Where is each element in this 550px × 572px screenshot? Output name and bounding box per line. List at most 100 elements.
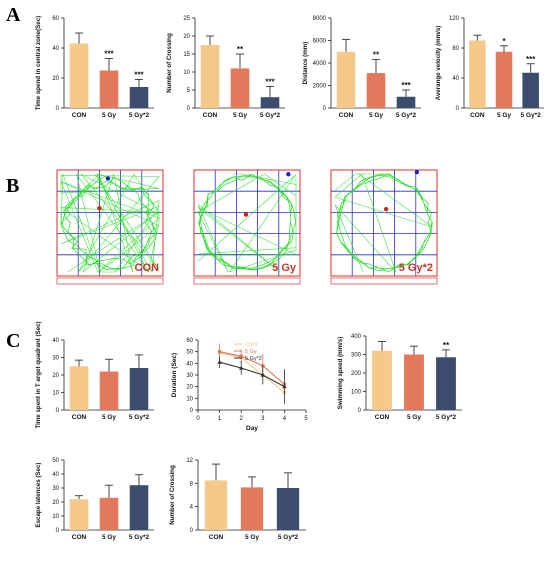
significance-label: ** <box>237 45 244 54</box>
x-tick-label: CON <box>209 534 224 541</box>
bar-chart-2: 0 2000 4000 6000 8000 CON 5 Gy ** 5 Gy*2 *** Dista… <box>302 16 421 119</box>
data-point <box>217 359 222 364</box>
x-tick-label: 2 <box>240 416 244 422</box>
x-tick-label: 4 <box>283 416 287 422</box>
y-tick-label: 400 <box>351 334 362 340</box>
y-tick-label: 10 <box>52 391 59 397</box>
arena-frame <box>330 169 438 277</box>
x-tick-label: CON <box>339 112 354 119</box>
track-plot-2: 5 Gy*2 <box>330 169 438 285</box>
bar-1 <box>99 371 119 410</box>
bar-1 <box>99 70 119 108</box>
y-tick-label: 40 <box>52 46 59 52</box>
bar-2 <box>129 485 149 530</box>
y-tick-label: 8000 <box>313 16 327 22</box>
panel-label-b: B <box>6 175 19 197</box>
legend-label: 5 Gy <box>245 349 257 355</box>
y-tick-label: 15 <box>183 52 190 58</box>
arena-base <box>56 277 164 285</box>
bar-1 <box>366 73 386 108</box>
x-tick-label: CON <box>470 112 485 119</box>
y-tick-label: 300 <box>351 353 362 359</box>
bar-0 <box>204 480 228 530</box>
x-tick-label: 5 Gy <box>369 112 383 119</box>
bar-1 <box>495 51 513 108</box>
y-tick-label: 120 <box>449 16 460 22</box>
x-tick-label: 5 Gy <box>407 414 421 421</box>
y-axis-label: Number of Crossing <box>169 465 176 525</box>
y-tick-label: 6000 <box>313 39 327 45</box>
bar-2 <box>396 96 416 108</box>
y-tick-label: 0 <box>323 106 327 112</box>
bar-1 <box>404 354 424 410</box>
end-dot <box>383 207 389 212</box>
bar-2 <box>436 357 456 410</box>
bar-0 <box>336 51 356 108</box>
y-axis-label: Duration (Sec) <box>171 353 178 397</box>
y-tick-label: 20 <box>52 76 59 82</box>
y-axis-label: Averange velocity (mm/s) <box>435 26 442 101</box>
start-dot <box>105 176 111 181</box>
y-tick-label: 10 <box>183 70 190 76</box>
significance-label: *** <box>104 50 114 59</box>
y-tick-label: 50 <box>186 350 193 356</box>
y-tick-label: 8 <box>190 481 194 487</box>
x-tick-label: 5 Gy <box>102 414 116 421</box>
data-point <box>239 354 244 359</box>
x-tick-label: 5 Gy*2 <box>396 112 417 119</box>
arena-base <box>330 277 438 285</box>
swim-track-cross <box>334 173 434 273</box>
x-tick-label: 5 Gy*2 <box>278 534 299 541</box>
bar-chart-4: 0 10 20 30 40 CON 5 Gy 5 Gy*2 Time spent in T ar… <box>35 321 154 429</box>
bar-2 <box>260 97 280 108</box>
bar-2 <box>129 368 149 410</box>
y-tick-label: 40 <box>52 472 59 478</box>
legend-label: 5 Gy*2 <box>245 356 262 362</box>
bar-1 <box>99 497 119 530</box>
y-axis-label: Escape latences (Sec) <box>35 462 42 527</box>
bar-0 <box>469 40 486 108</box>
y-tick-label: 0 <box>56 408 60 414</box>
data-point <box>217 349 222 354</box>
x-tick-label: 5 Gy*2 <box>129 112 150 119</box>
y-tick-label: 0 <box>456 106 460 112</box>
x-tick-label: 5 Gy*2 <box>436 414 457 421</box>
y-tick-label: 60 <box>52 16 59 22</box>
bar-2 <box>276 488 300 530</box>
x-tick-label: 5 Gy*2 <box>260 112 281 119</box>
swim-track <box>336 173 433 273</box>
x-tick-label: 5 <box>304 416 308 422</box>
bar-chart-0: 0 20 40 60 CON 5 Gy *** 5 Gy*2 *** Time spend in … <box>35 16 154 119</box>
x-tick-label: CON <box>375 414 390 421</box>
bar-chart-8: 0 4 8 12 CON 5 Gy 5 Gy*2 Number of Crossing <box>169 458 306 541</box>
panel-label-c: C <box>6 330 20 352</box>
x-tick-label: CON <box>72 534 87 541</box>
swim-track <box>60 175 157 271</box>
bar-0 <box>200 45 220 108</box>
bar-1 <box>230 68 250 108</box>
y-tick-label: 50 <box>52 458 59 464</box>
y-tick-label: 0 <box>190 408 194 414</box>
y-tick-label: 0 <box>190 528 194 534</box>
y-tick-label: 0 <box>358 408 362 414</box>
x-tick-label: 5 Gy <box>233 112 247 119</box>
y-axis-label: Swimming speed (mm/s) <box>337 337 344 410</box>
data-point <box>282 384 287 389</box>
bar-chart-1: 0 5 10 15 20 25 CON 5 Gy ** 5 Gy*2 *** Number of Cr… <box>166 16 285 119</box>
series-line-2 <box>219 361 285 388</box>
y-tick-label: 20 <box>52 373 59 379</box>
y-tick-label: 0 <box>56 106 60 112</box>
bar-0 <box>69 366 89 410</box>
x-tick-label: 5 Gy <box>497 112 511 119</box>
y-tick-label: 10 <box>186 396 193 402</box>
bar-0 <box>69 499 89 530</box>
x-tick-label: CON <box>203 112 218 119</box>
track-plot-1: 5 Gy <box>193 169 301 285</box>
y-tick-label: 0 <box>56 528 60 534</box>
y-tick-label: 0 <box>187 106 191 112</box>
significance-label: ** <box>373 51 380 60</box>
y-axis-label: Time spent in T arget quadrant (Sec) <box>35 321 42 428</box>
x-tick-label: 1 <box>218 416 222 422</box>
